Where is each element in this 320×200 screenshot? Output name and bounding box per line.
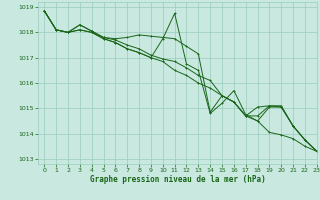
X-axis label: Graphe pression niveau de la mer (hPa): Graphe pression niveau de la mer (hPa) <box>90 175 266 184</box>
